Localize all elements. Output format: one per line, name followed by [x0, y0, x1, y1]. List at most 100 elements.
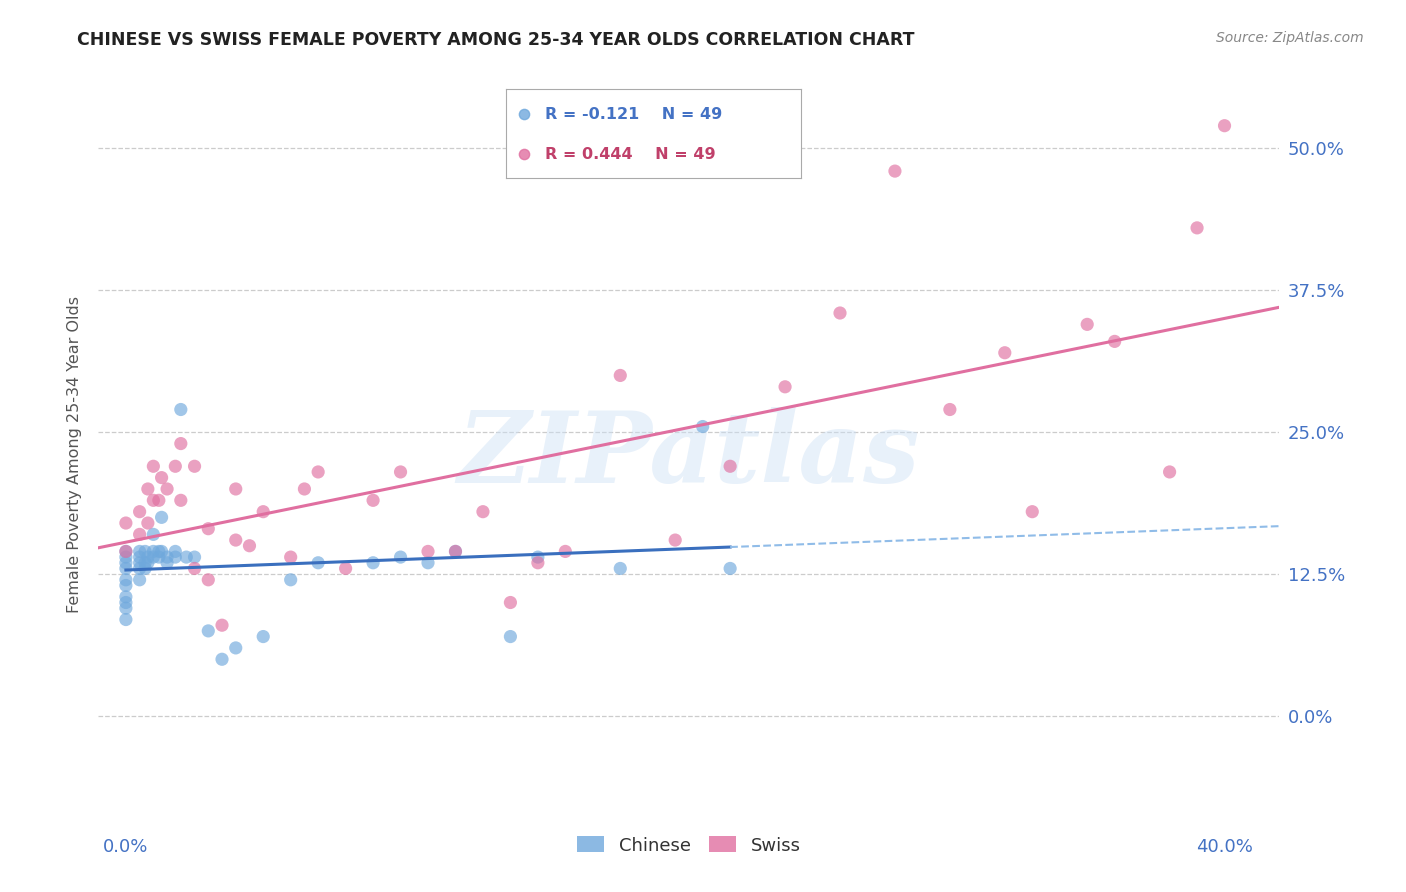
Point	[444, 544, 467, 558]
Point	[389, 550, 412, 565]
Point	[183, 459, 205, 474]
Point	[211, 618, 233, 632]
Point	[554, 544, 576, 558]
Point	[115, 544, 138, 558]
Point	[115, 613, 138, 627]
Point	[513, 107, 536, 121]
Point	[361, 556, 384, 570]
Point	[115, 550, 138, 565]
Point	[1021, 505, 1043, 519]
Point	[197, 573, 219, 587]
Point	[1076, 318, 1098, 332]
Point	[156, 482, 179, 496]
Point	[115, 561, 138, 575]
Point	[939, 402, 962, 417]
Point	[499, 595, 522, 609]
Point	[148, 493, 170, 508]
Point	[134, 561, 156, 575]
Point	[142, 550, 165, 565]
Point	[252, 630, 274, 644]
Point	[197, 522, 219, 536]
Point	[148, 544, 170, 558]
Point	[211, 652, 233, 666]
Point	[884, 164, 907, 178]
Point	[115, 578, 138, 592]
Point	[170, 402, 193, 417]
Point	[307, 465, 329, 479]
Point	[183, 561, 205, 575]
Point	[134, 544, 156, 558]
Point	[225, 640, 247, 655]
Point	[115, 595, 138, 609]
Point	[692, 419, 714, 434]
Point	[136, 550, 159, 565]
Point	[165, 550, 187, 565]
Point	[718, 561, 741, 575]
Point	[335, 561, 357, 575]
Point	[115, 516, 138, 530]
Point	[128, 550, 150, 565]
Point	[170, 436, 193, 450]
Point	[165, 544, 187, 558]
Legend: Chinese, Swiss: Chinese, Swiss	[571, 829, 807, 862]
Text: R = -0.121    N = 49: R = -0.121 N = 49	[544, 107, 721, 121]
Point	[513, 147, 536, 161]
Point	[156, 550, 179, 565]
Point	[609, 561, 631, 575]
Point	[142, 459, 165, 474]
Text: ZIPatlas: ZIPatlas	[458, 407, 920, 503]
Point	[609, 368, 631, 383]
Text: R = 0.444    N = 49: R = 0.444 N = 49	[544, 147, 716, 161]
Point	[280, 573, 302, 587]
Point	[128, 573, 150, 587]
Point	[128, 556, 150, 570]
Point	[136, 556, 159, 570]
Point	[128, 561, 150, 575]
Point	[170, 493, 193, 508]
Point	[773, 380, 796, 394]
Point	[499, 630, 522, 644]
Point	[150, 544, 173, 558]
Point	[128, 505, 150, 519]
Point	[444, 544, 467, 558]
Point	[527, 550, 550, 565]
Point	[115, 573, 138, 587]
Point	[361, 493, 384, 508]
Point	[1213, 119, 1236, 133]
Point	[1185, 220, 1208, 235]
Point	[994, 345, 1017, 359]
Point	[115, 544, 138, 558]
Point	[128, 527, 150, 541]
Point	[150, 470, 173, 484]
Point	[115, 556, 138, 570]
Point	[416, 556, 439, 570]
Point	[197, 624, 219, 638]
Point	[128, 544, 150, 558]
Point	[294, 482, 316, 496]
Point	[115, 601, 138, 615]
Text: CHINESE VS SWISS FEMALE POVERTY AMONG 25-34 YEAR OLDS CORRELATION CHART: CHINESE VS SWISS FEMALE POVERTY AMONG 25…	[77, 31, 915, 49]
Point	[527, 556, 550, 570]
Point	[389, 465, 412, 479]
Point	[252, 505, 274, 519]
Point	[150, 510, 173, 524]
Point	[136, 482, 159, 496]
Point	[828, 306, 851, 320]
Point	[183, 550, 205, 565]
Point	[280, 550, 302, 565]
Point	[136, 516, 159, 530]
Point	[142, 493, 165, 508]
Point	[176, 550, 198, 565]
Point	[718, 459, 741, 474]
Point	[664, 533, 686, 547]
Point	[156, 556, 179, 570]
Point	[416, 544, 439, 558]
Point	[142, 527, 165, 541]
Y-axis label: Female Poverty Among 25-34 Year Olds: Female Poverty Among 25-34 Year Olds	[66, 296, 82, 614]
Point	[1104, 334, 1126, 349]
Point	[225, 533, 247, 547]
Point	[307, 556, 329, 570]
Text: Source: ZipAtlas.com: Source: ZipAtlas.com	[1216, 31, 1364, 45]
Point	[165, 459, 187, 474]
Point	[471, 505, 494, 519]
